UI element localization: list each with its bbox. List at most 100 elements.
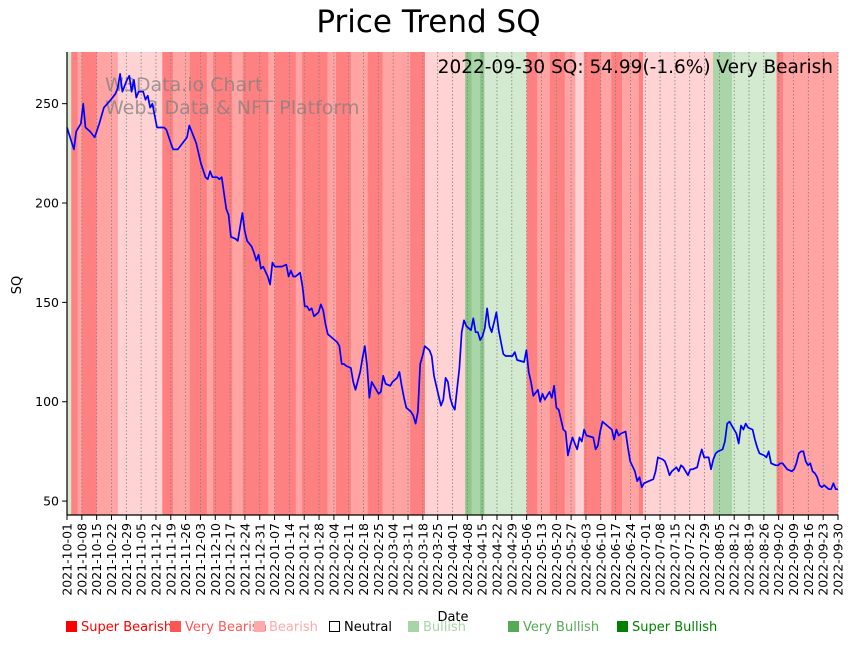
- sentiment-band-bearish: [564, 52, 576, 515]
- sentiment-band-very-bearish: [367, 52, 383, 515]
- sentiment-band-light-bearish: [117, 52, 163, 515]
- x-tick-label: 2021-12-24: [237, 523, 252, 596]
- x-tick-label: 2022-04-01: [445, 523, 460, 596]
- x-tick-label: 2022-09-30: [831, 523, 846, 596]
- x-tick-label: 2021-12-31: [252, 523, 267, 596]
- x-tick-label: 2022-09-02: [771, 523, 786, 596]
- legend-item: Very Bullish: [508, 620, 599, 635]
- sentiment-band-very-bullish: [465, 52, 472, 515]
- price-annotation: 2022-09-30 SQ: 54.99(-1.6%) Very Bearish: [438, 57, 833, 78]
- legend-swatch: [408, 621, 419, 632]
- x-tick-label: 2022-07-08: [653, 523, 668, 596]
- x-tick-label: 2021-10-01: [60, 523, 75, 596]
- x-tick-label: 2022-02-04: [326, 523, 341, 596]
- sentiment-band-bearish: [327, 52, 337, 515]
- legend-label: Very Bullish: [523, 620, 600, 635]
- x-tick-label: 2022-02-18: [356, 523, 371, 596]
- legend-label: Bearish: [269, 620, 318, 635]
- x-tick-label: 2021-11-12: [148, 523, 163, 596]
- x-tick-label: 2022-08-12: [727, 523, 742, 596]
- sentiment-band-very-bearish: [336, 52, 352, 515]
- legend-swatch: [170, 621, 181, 632]
- sentiment-band-very-bearish: [274, 52, 297, 515]
- sentiment-band-light-bullish: [732, 52, 777, 515]
- y-tick-label: 100: [35, 394, 59, 409]
- x-tick-label: 2022-06-17: [608, 523, 623, 596]
- x-tick-label: 2021-12-17: [223, 523, 238, 596]
- legend-label: Super Bearish: [81, 620, 173, 635]
- x-tick-label: 2022-08-05: [712, 523, 727, 596]
- y-axis-ticks: 50 100 150 200 250: [35, 96, 67, 509]
- sentiment-band-bearish: [96, 52, 119, 515]
- x-tick-label: 2021-10-29: [119, 523, 134, 596]
- sentiment-band-light-bearish: [643, 52, 714, 515]
- sentiment-band-bearish: [782, 52, 839, 515]
- legend-item: Very Bearish: [170, 620, 267, 635]
- y-tick-label: 200: [35, 196, 59, 211]
- x-tick-label: 2022-02-25: [371, 523, 386, 596]
- sentiment-band-very-bearish: [71, 52, 78, 515]
- x-tick-label: 2022-06-03: [578, 523, 593, 596]
- x-tick-label: 2022-02-11: [341, 523, 356, 596]
- legend-label: Very Bearish: [185, 620, 267, 635]
- x-tick-label: 2022-05-27: [564, 523, 579, 596]
- x-tick-label: 2022-05-20: [549, 523, 564, 596]
- sentiment-band-bearish: [350, 52, 369, 515]
- x-tick-label: 2022-04-22: [489, 523, 504, 596]
- legend-swatch: [617, 621, 628, 632]
- legend-item: Super Bullish: [617, 620, 717, 635]
- x-tick-label: 2022-01-21: [297, 523, 312, 596]
- sentiment-band-light-bearish: [454, 52, 464, 515]
- x-tick-label: 2022-01-28: [312, 523, 327, 596]
- legend-swatch: [254, 621, 265, 632]
- sentiment-bands: [67, 52, 839, 515]
- x-tick-label: 2022-06-24: [623, 523, 638, 596]
- x-tick-label: 2021-11-26: [178, 523, 193, 596]
- sentiment-band-bearish: [600, 52, 612, 515]
- grid-lines: [66, 52, 839, 515]
- sentiment-band-very-bearish: [776, 52, 784, 515]
- sentiment-band-very-bearish: [189, 52, 208, 515]
- sentiment-band-very-bearish: [549, 52, 566, 515]
- sentiment-band-bearish: [295, 52, 303, 515]
- x-tick-label: 2022-03-11: [401, 523, 416, 596]
- x-tick-label: 2022-07-29: [697, 523, 712, 596]
- x-tick-label: 2022-05-13: [534, 523, 549, 596]
- sentiment-band-very-bearish: [611, 52, 623, 515]
- legend-item: Super Bearish: [66, 620, 172, 635]
- x-tick-label: 2022-01-14: [282, 523, 297, 596]
- legend-label: Neutral: [344, 620, 392, 635]
- sentiment-band-light-bearish: [424, 52, 455, 515]
- x-axis-label: Date: [437, 610, 468, 625]
- sentiment-band-bullish: [713, 52, 733, 515]
- legend-swatch: [329, 621, 340, 632]
- x-tick-label: 2022-07-22: [682, 523, 697, 596]
- x-tick-label: 2022-01-07: [267, 523, 282, 596]
- y-tick-label: 250: [35, 96, 59, 111]
- x-tick-label: 2021-11-19: [163, 523, 178, 596]
- x-tick-label: 2022-05-06: [519, 523, 534, 596]
- sentiment-band-bearish: [382, 52, 411, 515]
- sentiment-band-bearish: [206, 52, 214, 515]
- sentiment-band-very-bearish: [302, 52, 328, 515]
- sentiment-band-very-bearish: [638, 52, 644, 515]
- x-tick-label: 2022-06-10: [593, 523, 608, 596]
- legend-item: Bullish: [408, 620, 466, 635]
- sentiment-band-bearish: [232, 52, 244, 515]
- chart-title: Price Trend SQ: [316, 4, 541, 40]
- sentiment-band-very-bearish: [410, 52, 426, 515]
- sentiment-band-light-bearish: [575, 52, 585, 515]
- x-tick-label: 2021-12-10: [208, 523, 223, 596]
- sentiment-band-very-bearish: [526, 52, 538, 515]
- x-tick-label: 2021-12-03: [193, 523, 208, 596]
- watermark-line-1: W3Data.io Chart: [105, 74, 262, 96]
- x-tick-label: 2021-10-15: [89, 523, 104, 596]
- x-tick-label: 2022-07-15: [667, 523, 682, 596]
- sentiment-band-very-bearish: [213, 52, 233, 515]
- sentiment-band-bearish: [268, 52, 275, 515]
- x-tick-label: 2022-09-09: [786, 523, 801, 596]
- x-tick-label: 2022-04-15: [475, 523, 490, 596]
- watermark-line-2: Web3 Data & NFT Platform: [105, 97, 359, 119]
- legend-item: Neutral: [329, 620, 392, 635]
- x-axis-ticks: 2021-10-01 2021-10-08 2021-10-15 2021-10-22…: [60, 515, 846, 596]
